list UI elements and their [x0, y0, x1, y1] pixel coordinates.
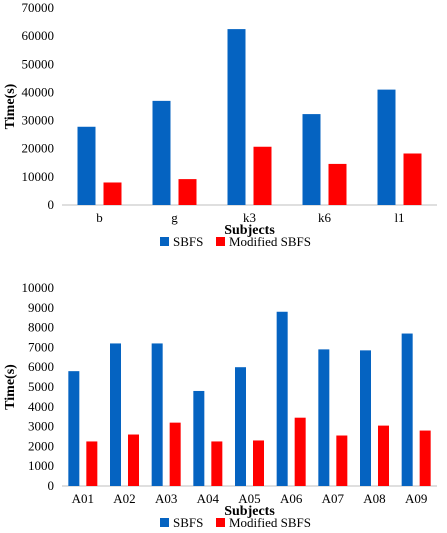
- x-tick-label: k3: [243, 210, 256, 225]
- bar-sbfs-k3: [227, 29, 246, 205]
- y-axis-title: Time(s): [3, 364, 18, 410]
- bar-modified-sbfs-a04: [211, 441, 223, 486]
- bar-sbfs-l1: [377, 89, 396, 205]
- x-tick-label: A03: [155, 491, 177, 506]
- x-tick-label: A02: [113, 491, 135, 506]
- bar-modified-sbfs-g: [178, 179, 197, 205]
- chart-1: 0 10000 20000 30000 40000 50000 60000 70000 b g k3…: [3, 0, 437, 249]
- y-tick-label: 10000: [22, 280, 55, 295]
- y-tick-label: 1000: [28, 458, 54, 473]
- legend-label: SBFS: [173, 515, 203, 530]
- x-tick-label: k6: [318, 210, 332, 225]
- bar-modified-sbfs-k3: [253, 146, 272, 205]
- y-tick-label: 7000: [28, 339, 54, 354]
- y-tick-label: 5000: [28, 379, 54, 394]
- y-tick-label: 70000: [22, 0, 55, 15]
- legend-swatch: [216, 237, 225, 246]
- y-tick-label: 50000: [22, 56, 55, 71]
- bar-sbfs-a01: [68, 371, 80, 486]
- x-axis-title: Subjects: [224, 223, 275, 238]
- bar-modified-sbfs-a08: [378, 425, 389, 486]
- y-axis-title: Time(s): [3, 83, 18, 129]
- legend-label: Modified SBFS: [229, 515, 311, 530]
- y-tick-label: 20000: [22, 141, 55, 156]
- bar-sbfs-a03: [151, 343, 163, 486]
- x-tick-label: A05: [238, 491, 260, 506]
- bar-sbfs-b: [77, 126, 96, 205]
- bar-modified-sbfs-a07: [336, 435, 348, 486]
- y-tick-label: 6000: [28, 359, 54, 374]
- legend-label: SBFS: [173, 234, 203, 249]
- bar-sbfs-a02: [110, 343, 121, 486]
- bar-modified-sbfs-a05: [253, 440, 264, 486]
- y-tick-label: 60000: [22, 28, 55, 43]
- bar-modified-sbfs-a01: [86, 441, 98, 486]
- y-tick-label: 10000: [22, 169, 55, 184]
- legend-swatch: [160, 237, 169, 246]
- bar-modified-sbfs-a09: [419, 430, 431, 486]
- bar-modified-sbfs-a03: [169, 422, 181, 486]
- bar-sbfs-a07: [318, 349, 330, 486]
- legend: SBFS Modified SBFS: [160, 234, 311, 249]
- bar-sbfs-a09: [401, 333, 413, 486]
- y-tick-label: 4000: [28, 399, 54, 414]
- chart-2: 0 1000 2000 3000 4000 5000 6000 7000 8000 9000 100…: [3, 280, 437, 530]
- x-tick-label: A06: [280, 491, 303, 506]
- y-tick-label: 0: [48, 197, 55, 212]
- y-tick-label: 8000: [28, 320, 54, 335]
- x-tick-label: A04: [197, 491, 220, 506]
- bar-modified-sbfs-l1: [403, 153, 422, 205]
- bar-modified-sbfs-b: [103, 182, 122, 205]
- x-tick-label: A09: [405, 491, 427, 506]
- bar-sbfs-a04: [193, 390, 205, 486]
- y-tick-label: 3000: [28, 419, 54, 434]
- legend: SBFS Modified SBFS: [160, 515, 311, 530]
- bar-sbfs-k6: [302, 114, 321, 205]
- y-tick-label: 2000: [28, 438, 54, 453]
- bar-sbfs-a05: [235, 367, 246, 486]
- y-tick-label: 0: [48, 478, 55, 493]
- x-axis-title: Subjects: [224, 504, 275, 519]
- legend-swatch: [216, 518, 225, 527]
- x-tick-label: l1: [394, 210, 404, 225]
- y-tick-label: 30000: [22, 113, 55, 128]
- x-tick-label: A08: [363, 491, 385, 506]
- bar-sbfs-a06: [276, 311, 288, 486]
- legend-swatch: [160, 518, 169, 527]
- y-tick-label: 9000: [28, 300, 54, 315]
- x-tick-label: g: [171, 210, 178, 225]
- x-tick-label: A07: [322, 491, 345, 506]
- x-tick-label: b: [96, 210, 103, 225]
- bar-modified-sbfs-k6: [328, 163, 347, 205]
- x-tick-label: A01: [72, 491, 94, 506]
- bar-sbfs-a08: [360, 350, 371, 486]
- bar-modified-sbfs-a06: [294, 417, 306, 486]
- y-tick-label: 40000: [22, 84, 55, 99]
- bar-modified-sbfs-a02: [128, 434, 139, 486]
- legend-label: Modified SBFS: [229, 234, 311, 249]
- bar-sbfs-g: [152, 100, 171, 205]
